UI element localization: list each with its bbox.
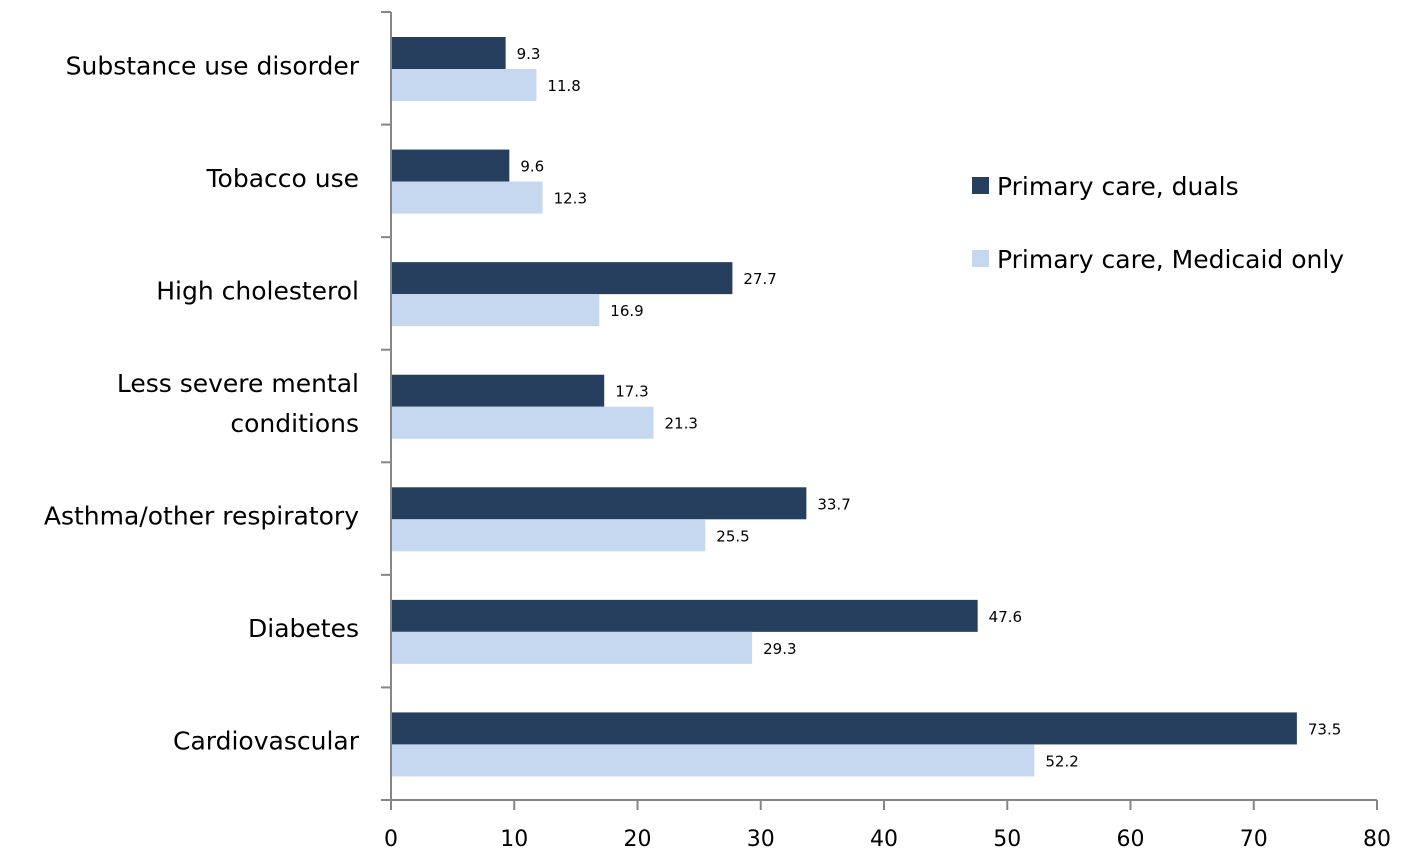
x-tick-label: 20	[624, 827, 652, 852]
x-tick-label: 30	[747, 827, 775, 852]
category-label: Diabetes	[248, 614, 359, 643]
x-tick-label: 0	[384, 827, 398, 852]
data-label: 73.5	[1308, 720, 1341, 738]
data-label: 29.3	[763, 640, 796, 658]
bar-duals	[392, 149, 510, 182]
data-label: 33.7	[817, 495, 850, 513]
category-label: Cardiovascular	[173, 727, 360, 756]
data-label: 21.3	[665, 415, 698, 433]
data-label: 16.9	[610, 302, 643, 320]
data-label: 17.3	[615, 383, 648, 401]
category-label: Less severe mental conditions	[117, 369, 359, 438]
bar-duals	[392, 37, 506, 69]
category-label: Substance use disorder	[66, 51, 360, 80]
data-label: 25.5	[716, 527, 749, 545]
legend-swatch	[972, 250, 989, 267]
data-label: 9.3	[517, 45, 541, 63]
legend-label: Primary care, Medicaid only	[997, 245, 1344, 274]
category-label: Asthma/other respiratory	[44, 502, 359, 531]
bar-medicaid-only	[392, 519, 706, 552]
bar-medicaid-only	[392, 406, 654, 439]
data-label: 27.7	[743, 270, 776, 288]
bar-medicaid-only	[392, 181, 543, 214]
bar-duals	[392, 599, 978, 632]
bar-duals	[392, 262, 733, 295]
x-tick-label: 80	[1363, 827, 1391, 852]
bar-duals	[392, 374, 605, 407]
data-label: 52.2	[1045, 752, 1078, 770]
bar-medicaid-only	[392, 744, 1035, 777]
data-label: 47.6	[989, 608, 1022, 626]
bar-duals	[392, 487, 807, 520]
data-label: 11.8	[547, 77, 580, 95]
x-tick-label: 70	[1240, 827, 1268, 852]
legend-swatch	[972, 177, 989, 194]
category-label: Tobacco use	[206, 164, 360, 193]
x-tick-label: 40	[870, 827, 898, 852]
x-tick-label: 60	[1117, 827, 1145, 852]
bar-medicaid-only	[392, 631, 753, 664]
x-tick-label: 50	[993, 827, 1021, 852]
bar-medicaid-only	[392, 294, 600, 327]
bar-duals	[392, 712, 1297, 745]
bar-medicaid-only	[392, 69, 537, 101]
category-label: High cholesterol	[156, 276, 359, 305]
x-tick-label: 10	[500, 827, 528, 852]
data-label: 9.6	[520, 158, 544, 176]
data-label: 12.3	[554, 190, 587, 208]
legend-label: Primary care, duals	[997, 172, 1239, 201]
